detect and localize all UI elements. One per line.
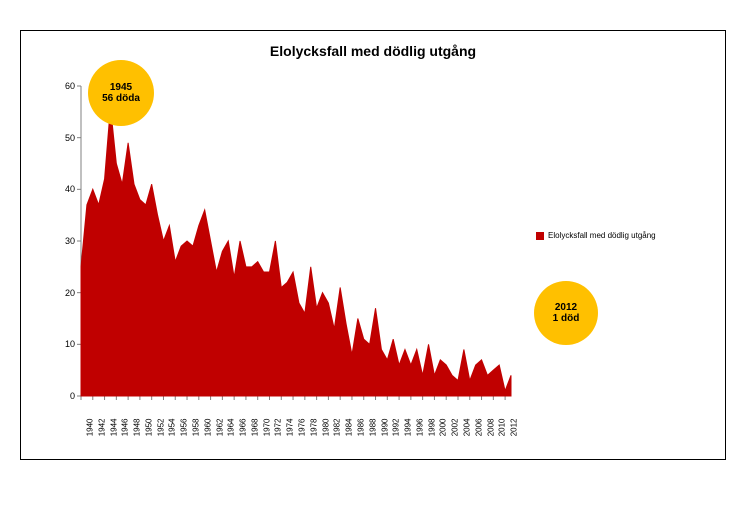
callout-line: 1 död xyxy=(553,313,580,325)
y-tick-label: 60 xyxy=(51,81,75,91)
x-tick-label: 1980 xyxy=(321,419,330,437)
x-tick-label: 2008 xyxy=(486,419,495,437)
x-tick-label: 1964 xyxy=(227,419,236,437)
x-tick-label: 1966 xyxy=(239,419,248,437)
x-tick-label: 1984 xyxy=(345,419,354,437)
y-tick-label: 20 xyxy=(51,288,75,298)
x-tick-label: 1996 xyxy=(415,419,424,437)
legend: Elolycksfall med dödlig utgång xyxy=(536,231,656,240)
x-tick-label: 1992 xyxy=(392,419,401,437)
x-tick-label: 1960 xyxy=(203,419,212,437)
area-series xyxy=(81,86,511,396)
x-tick-label: 1944 xyxy=(109,419,118,437)
x-tick-label: 1940 xyxy=(85,419,94,437)
x-tick-label: 2010 xyxy=(498,419,507,437)
legend-label: Elolycksfall med dödlig utgång xyxy=(548,231,656,240)
x-tick-label: 2006 xyxy=(474,419,483,437)
x-tick-label: 1972 xyxy=(274,419,283,437)
x-tick-label: 1994 xyxy=(403,419,412,437)
y-tick-label: 50 xyxy=(51,133,75,143)
x-tick-label: 1942 xyxy=(97,419,106,437)
chart-frame: Elolycksfall med dödlig utgång 010203040… xyxy=(20,30,726,460)
x-tick-label: 1968 xyxy=(250,419,259,437)
x-tick-label: 1958 xyxy=(191,419,200,437)
x-tick-label: 2002 xyxy=(451,419,460,437)
plot-area: 0102030405060194019421944194619481950195… xyxy=(81,86,511,396)
x-tick-label: 1986 xyxy=(356,419,365,437)
x-tick-label: 1948 xyxy=(133,419,142,437)
y-tick-label: 30 xyxy=(51,236,75,246)
y-tick-label: 40 xyxy=(51,184,75,194)
legend-swatch xyxy=(536,232,544,240)
chart-title: Elolycksfall med dödlig utgång xyxy=(21,43,725,59)
x-tick-label: 1952 xyxy=(156,419,165,437)
x-tick-label: 1976 xyxy=(297,419,306,437)
x-tick-label: 1998 xyxy=(427,419,436,437)
x-tick-label: 1970 xyxy=(262,419,271,437)
callout-low-2012: 20121 död xyxy=(534,281,598,345)
x-tick-label: 2000 xyxy=(439,419,448,437)
x-tick-label: 1988 xyxy=(368,419,377,437)
callout-line: 2012 xyxy=(555,302,577,314)
x-tick-label: 1990 xyxy=(380,419,389,437)
x-tick-label: 1954 xyxy=(168,419,177,437)
x-tick-label: 1978 xyxy=(309,419,318,437)
x-tick-label: 1982 xyxy=(333,419,342,437)
y-tick-label: 10 xyxy=(51,339,75,349)
x-tick-label: 1950 xyxy=(144,419,153,437)
x-tick-label: 1946 xyxy=(121,419,130,437)
x-tick-label: 2004 xyxy=(462,419,471,437)
y-tick-label: 0 xyxy=(51,391,75,401)
callout-line: 56 döda xyxy=(102,93,140,105)
x-tick-label: 2012 xyxy=(510,419,519,437)
callout-peak-1945: 194556 döda xyxy=(88,60,154,126)
x-tick-label: 1974 xyxy=(286,419,295,437)
x-tick-label: 1962 xyxy=(215,419,224,437)
x-tick-label: 1956 xyxy=(180,419,189,437)
callout-line: 1945 xyxy=(110,82,132,94)
